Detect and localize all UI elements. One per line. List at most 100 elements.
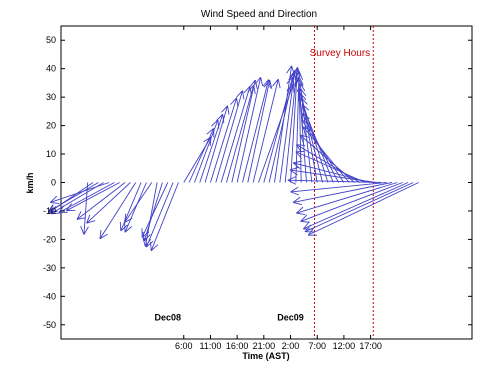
wind-vector-head [86, 220, 96, 224]
wind-vector-head [47, 204, 54, 213]
chart-title: Wind Speed and Direction [201, 9, 317, 20]
wind-vector-head [58, 205, 65, 213]
y-tick-label: -10 [43, 206, 56, 216]
wind-vector [99, 182, 137, 240]
wind-vector-head [230, 97, 237, 105]
wind-vector-head [289, 169, 298, 176]
x-tick-label: 16:00 [226, 341, 249, 351]
wind-vector [303, 182, 409, 230]
wind-vector [290, 182, 387, 193]
wind-vector [145, 182, 174, 248]
y-axis-ticks: 50 40 30 20 10 0 -10 -20 -30 -40 -50 [43, 35, 472, 330]
wind-vector-head [249, 79, 256, 88]
wind-vector-head [124, 213, 127, 223]
wind-vector-head [293, 201, 303, 206]
wind-vector [199, 114, 224, 183]
x-tick-label: 21:00 [253, 341, 276, 351]
x-tick-label: 7:00 [308, 341, 326, 351]
wind-vector-head [287, 176, 297, 181]
wind-vector-head [65, 203, 73, 211]
wind-vector-head [301, 119, 310, 125]
wind-vector-head [145, 238, 147, 248]
wind-vector-head [124, 217, 133, 224]
wind-vector [204, 105, 228, 183]
wind-vector [290, 67, 298, 183]
wind-vector-head [292, 67, 298, 76]
wind-vector-head [297, 92, 301, 102]
wind-vector-head [76, 211, 82, 220]
wind-vector-head [254, 79, 258, 89]
wind-vector [226, 85, 255, 183]
wind-vector-head [294, 78, 299, 88]
wind-vector-head [296, 212, 306, 216]
x-tick-label: 12:00 [333, 341, 356, 351]
wind-vector-head [300, 221, 310, 223]
wind-vector [83, 182, 89, 235]
wind-vector [141, 182, 169, 238]
wind-vector-head [297, 88, 302, 98]
wind-vector-head [263, 79, 271, 88]
wind-vector [220, 86, 251, 183]
x-tick-label: 17:00 [359, 341, 382, 351]
wind-vector [120, 182, 142, 232]
wind-vector-head [290, 191, 300, 196]
wind-vector [307, 182, 419, 236]
wind-vector-head [287, 179, 297, 185]
wind-vector-head [290, 186, 299, 193]
wind-vector-head [150, 244, 159, 252]
y-tick-label: 40 [46, 64, 56, 74]
wind-vector-head [294, 76, 300, 86]
wind-vector-head [269, 79, 273, 89]
day-label: Dec09 [277, 313, 304, 323]
wind-vector-head [277, 79, 281, 89]
wind-vector-head [86, 214, 91, 224]
wind-vector-head [292, 84, 295, 94]
wind-vector-head [150, 241, 152, 251]
wind-vector-head [247, 84, 255, 93]
wind-vector-head [296, 83, 301, 93]
y-tick-label: -50 [43, 320, 56, 330]
wind-vector [299, 134, 355, 183]
wind-vector [263, 76, 294, 183]
wind-vector-head [50, 206, 57, 215]
wind-vector [242, 79, 270, 183]
wind-vector-head [301, 103, 310, 111]
wind-vector-head [99, 233, 108, 240]
wind-vector-head [295, 151, 303, 159]
y-tick-label: 10 [46, 149, 56, 159]
wind-vector [124, 182, 147, 233]
wind-vector-head [206, 128, 214, 135]
wind-vector [76, 182, 126, 220]
y-tick-label: 20 [46, 121, 56, 131]
wind-vector [258, 84, 294, 183]
wind-vector-head [298, 76, 304, 85]
wind-vector [66, 182, 120, 212]
y-tick-label: -40 [43, 291, 56, 301]
wind-vector-head [76, 217, 86, 220]
wind-vector-head [142, 237, 146, 247]
wind-vector [279, 70, 296, 183]
wind-vector [268, 72, 295, 183]
wind-vector [86, 182, 131, 224]
wind-vector-head [236, 90, 243, 98]
x-tick-label: 2:00 [282, 341, 300, 351]
wind-vector-head [286, 65, 292, 74]
wind-vector-head [50, 201, 60, 204]
wind-vectors [47, 65, 419, 252]
wind-vector-head [292, 162, 301, 169]
wind-vector [124, 182, 153, 223]
wind-vector-head [211, 119, 219, 127]
wind-vector [47, 182, 99, 213]
wind-vector [302, 126, 350, 183]
wind-vector-head [299, 97, 302, 107]
wind-vector-head [292, 196, 301, 203]
survey-hours-label: Survey Hours [310, 48, 371, 59]
wind-vector-head [300, 88, 307, 97]
wind-vector [287, 179, 382, 183]
wind-vector-head [301, 104, 303, 114]
wind-vector [144, 182, 158, 247]
y-tick-label: 0 [51, 178, 56, 188]
wind-vector-head [299, 92, 307, 101]
wind-vector-head [221, 105, 228, 113]
